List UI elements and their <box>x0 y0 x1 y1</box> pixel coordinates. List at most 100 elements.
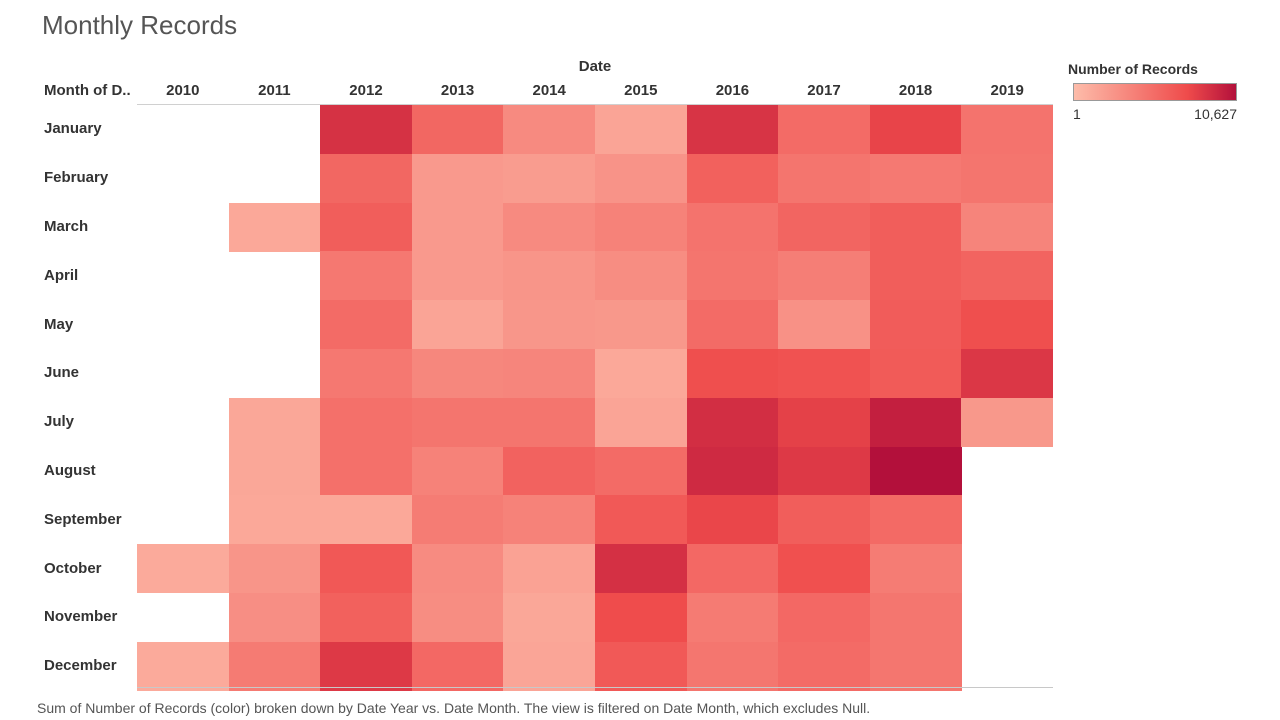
heatmap-cell[interactable] <box>411 641 504 692</box>
heatmap-cell[interactable] <box>503 300 596 350</box>
year-label-2010[interactable]: 2010 <box>166 82 200 99</box>
heatmap-cell[interactable] <box>595 349 688 399</box>
month-label-august[interactable]: August <box>44 462 96 479</box>
heatmap-cell[interactable] <box>686 544 779 594</box>
year-label-2017[interactable]: 2017 <box>807 82 841 99</box>
heatmap-cell[interactable] <box>686 593 779 643</box>
heatmap-cell[interactable] <box>320 153 413 204</box>
heatmap-cell[interactable] <box>869 202 962 252</box>
heatmap-cell[interactable] <box>869 105 962 155</box>
month-label-february[interactable]: February <box>44 169 109 187</box>
month-label-january[interactable]: January <box>44 120 102 138</box>
heatmap-cell[interactable] <box>595 446 688 496</box>
heatmap-cell[interactable] <box>503 641 596 692</box>
heatmap-cell[interactable] <box>320 397 413 448</box>
heatmap-cell[interactable] <box>595 593 688 643</box>
year-label-2015[interactable]: 2015 <box>624 82 658 99</box>
year-label-2011[interactable]: 2011 <box>258 82 291 99</box>
heatmap-cell[interactable] <box>869 593 962 643</box>
heatmap-cell[interactable] <box>228 544 321 594</box>
month-label-november[interactable]: November <box>44 608 118 626</box>
heatmap-cell[interactable] <box>503 105 596 155</box>
heatmap-cell[interactable] <box>686 202 779 252</box>
heatmap-cell[interactable] <box>869 300 962 350</box>
heatmap-cell[interactable] <box>778 544 871 594</box>
heatmap-cell[interactable] <box>869 641 962 692</box>
heatmap-cell[interactable] <box>869 544 962 594</box>
heatmap-cell[interactable] <box>686 251 779 301</box>
heatmap-cell[interactable] <box>503 202 596 252</box>
heatmap-cell[interactable] <box>411 153 504 204</box>
heatmap-cell[interactable] <box>320 544 413 594</box>
heatmap-cell[interactable] <box>595 397 688 448</box>
heatmap-cell[interactable] <box>961 202 1054 252</box>
heatmap-cell[interactable] <box>228 641 321 692</box>
heatmap-cell[interactable] <box>869 446 962 496</box>
heatmap-cell[interactable] <box>961 300 1054 350</box>
month-label-july[interactable]: July <box>44 413 75 431</box>
heatmap-cell[interactable] <box>686 153 779 204</box>
heatmap-cell[interactable] <box>595 153 688 204</box>
heatmap-cell[interactable] <box>137 544 230 594</box>
heatmap-cell[interactable] <box>778 349 871 399</box>
heatmap-cell[interactable] <box>595 105 688 155</box>
heatmap-cell[interactable] <box>961 105 1054 155</box>
heatmap-cell[interactable] <box>778 397 871 448</box>
heatmap-cell[interactable] <box>778 105 871 155</box>
heatmap-cell[interactable] <box>411 544 504 594</box>
heatmap-cell[interactable] <box>228 446 321 496</box>
heatmap-cell[interactable] <box>503 251 596 301</box>
heatmap-cell[interactable] <box>869 495 962 545</box>
month-label-june[interactable]: June <box>44 364 80 382</box>
row-header-title[interactable]: Month of D.. <box>44 82 131 99</box>
month-label-march[interactable]: March <box>44 218 89 235</box>
heatmap-cell[interactable] <box>778 446 871 496</box>
heatmap-cell[interactable] <box>778 300 871 350</box>
month-label-september[interactable]: September <box>44 510 122 528</box>
heatmap-cell[interactable] <box>961 397 1054 448</box>
heatmap-cell[interactable] <box>686 495 779 545</box>
heatmap-cell[interactable] <box>503 593 596 643</box>
heatmap-cell[interactable] <box>411 593 504 643</box>
heatmap-cell[interactable] <box>320 251 413 301</box>
heatmap-cell[interactable] <box>778 251 871 301</box>
heatmap-cell[interactable] <box>228 397 321 448</box>
heatmap-cell[interactable] <box>503 544 596 594</box>
heatmap-cell[interactable] <box>686 300 779 350</box>
heatmap-cell[interactable] <box>595 544 688 594</box>
heatmap-cell[interactable] <box>503 446 596 496</box>
heatmap-cell[interactable] <box>961 349 1054 399</box>
heatmap-cell[interactable] <box>961 153 1054 204</box>
heatmap-cell[interactable] <box>320 349 413 399</box>
heatmap-cell[interactable] <box>320 446 413 496</box>
year-label-2019[interactable]: 2019 <box>990 82 1024 99</box>
heatmap-cell[interactable] <box>869 349 962 399</box>
year-label-2014[interactable]: 2014 <box>532 82 566 99</box>
heatmap-cell[interactable] <box>686 446 779 496</box>
heatmap-cell[interactable] <box>411 446 504 496</box>
heatmap-cell[interactable] <box>411 300 504 350</box>
heatmap-cell[interactable] <box>411 349 504 399</box>
heatmap-cell[interactable] <box>228 593 321 643</box>
heatmap-cell[interactable] <box>137 641 230 692</box>
heatmap-cell[interactable] <box>411 202 504 252</box>
heatmap-cell[interactable] <box>320 495 413 545</box>
heatmap-cell[interactable] <box>228 202 321 252</box>
year-label-2012[interactable]: 2012 <box>349 82 383 99</box>
heatmap-cell[interactable] <box>503 397 596 448</box>
month-label-december[interactable]: December <box>44 657 117 675</box>
heatmap-cell[interactable] <box>595 300 688 350</box>
month-label-october[interactable]: October <box>44 559 102 577</box>
heatmap-cell[interactable] <box>778 593 871 643</box>
heatmap-cell[interactable] <box>503 495 596 545</box>
heatmap-cell[interactable] <box>686 349 779 399</box>
month-label-may[interactable]: May <box>44 315 74 333</box>
heatmap-cell[interactable] <box>228 495 321 545</box>
heatmap-cell[interactable] <box>686 397 779 448</box>
heatmap-cell[interactable] <box>686 641 779 692</box>
heatmap-cell[interactable] <box>595 495 688 545</box>
legend-color-ramp[interactable] <box>1073 83 1237 101</box>
heatmap-cell[interactable] <box>961 251 1054 301</box>
heatmap-cell[interactable] <box>595 251 688 301</box>
heatmap-cell[interactable] <box>411 251 504 301</box>
